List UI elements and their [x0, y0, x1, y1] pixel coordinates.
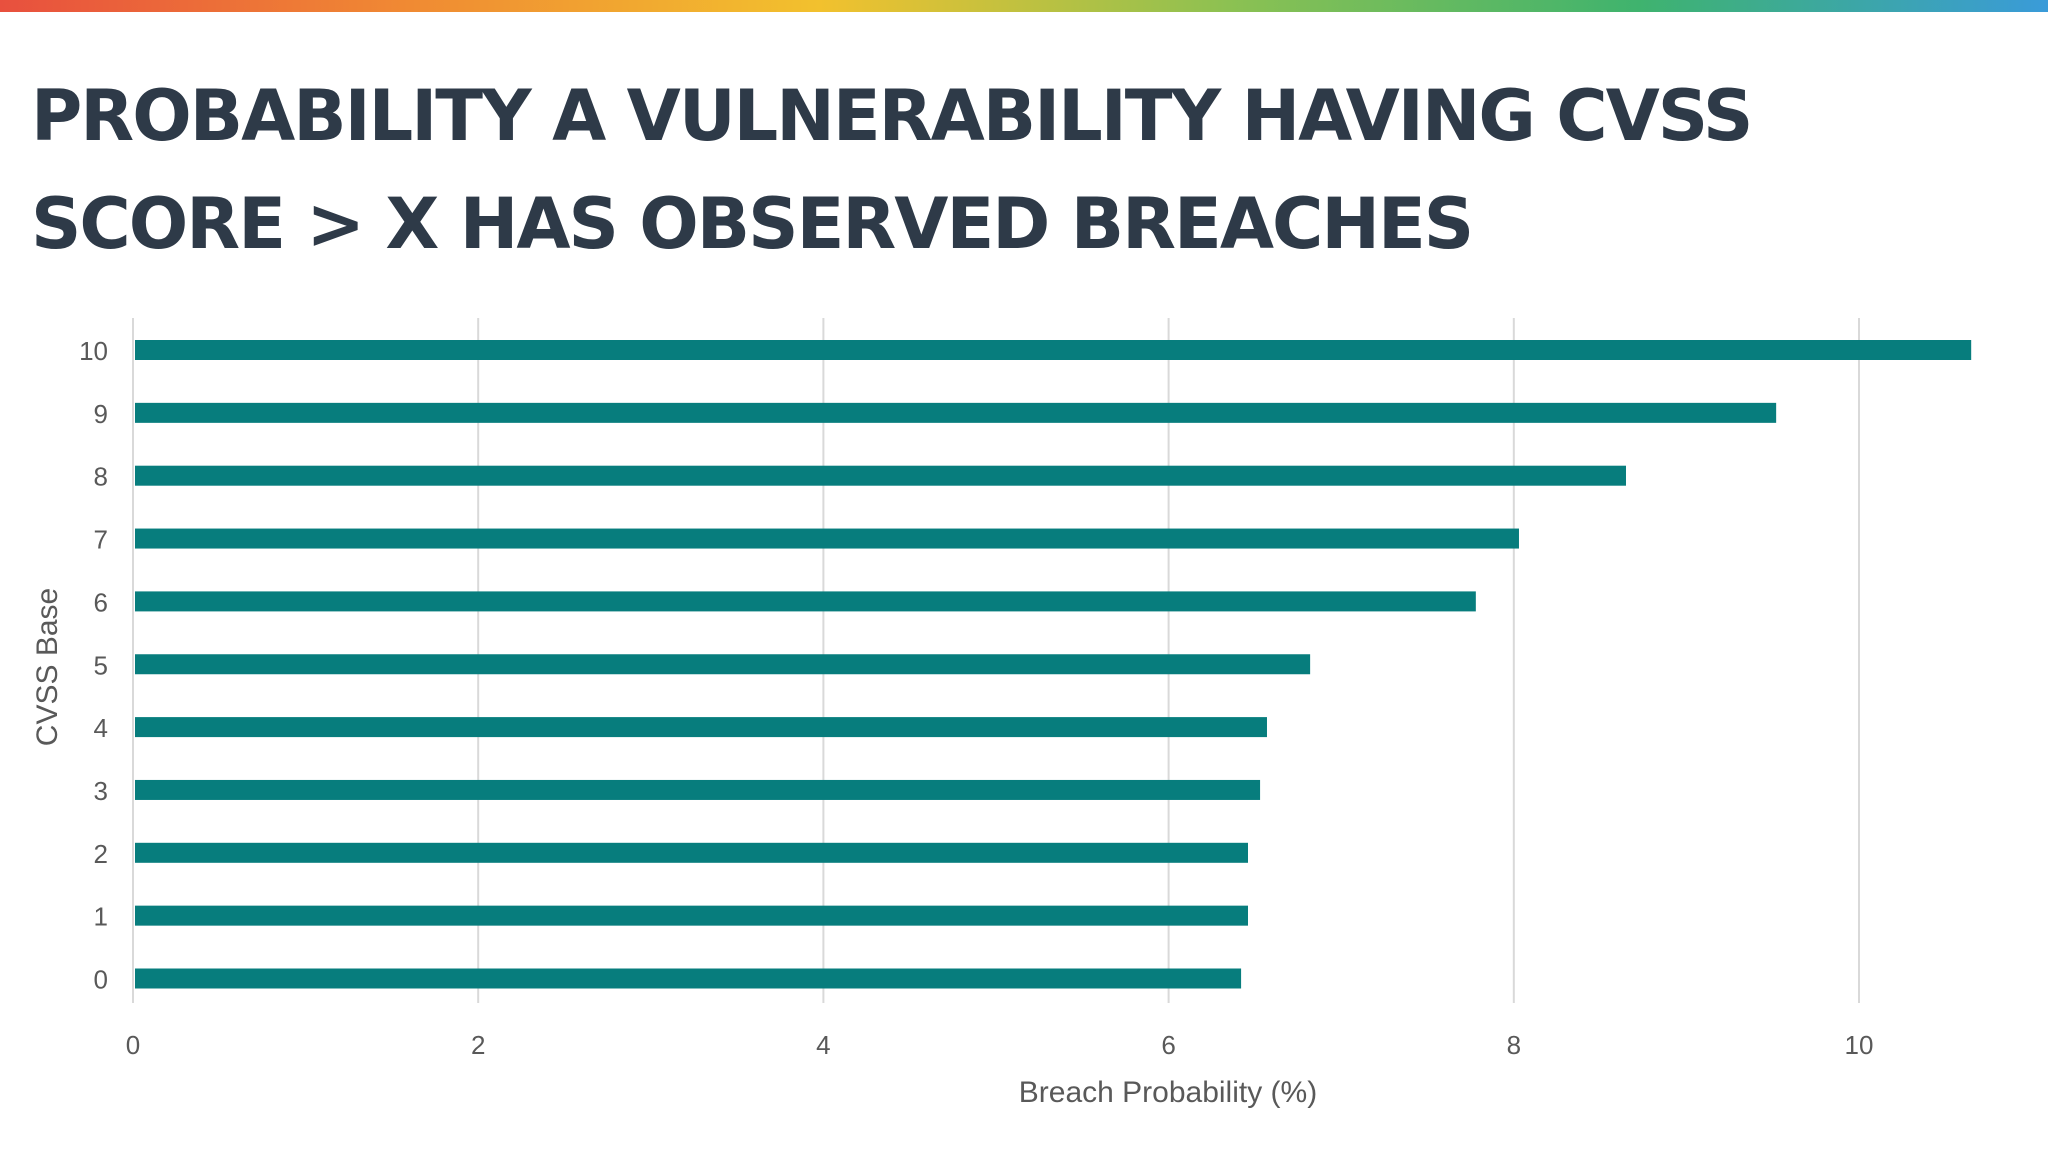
bar-cvss-1: [135, 905, 1248, 926]
y-axis-title: CVSS Base: [31, 588, 64, 746]
x-axis-title: Breach Probability (%): [1019, 1076, 1317, 1109]
y-tick-label-7: 7: [94, 525, 108, 555]
y-tick-label-9: 9: [94, 399, 108, 429]
y-tick-label-5: 5: [94, 650, 108, 680]
bar-cvss-8: [135, 465, 1626, 486]
bar-cvss-0: [135, 968, 1242, 989]
bar-cvss-2: [135, 842, 1248, 863]
y-tick-label-4: 4: [94, 713, 108, 743]
tick-labels: 0 2 4 6 8 10 0 1 2 3 4 5 6 7 8 9 10: [79, 336, 1873, 1060]
y-tick-label-8: 8: [94, 462, 108, 492]
x-tick-label-6: 6: [1161, 1030, 1175, 1060]
bar-cvss-6: [135, 591, 1476, 612]
bars: [135, 340, 1972, 989]
y-tick-label-3: 3: [94, 776, 108, 806]
bar-cvss-3: [135, 779, 1261, 800]
bar-cvss-4: [135, 717, 1267, 738]
bar-cvss-10: [135, 340, 1972, 360]
accent-gradient-bar: [0, 0, 2048, 12]
y-tick-label-10: 10: [79, 336, 108, 366]
bar-cvss-9: [135, 402, 1777, 423]
bar-cvss-7: [135, 528, 1519, 549]
x-tick-label-2: 2: [471, 1030, 485, 1060]
bar-cvss-5: [135, 654, 1311, 675]
x-tick-label-10: 10: [1845, 1030, 1874, 1060]
y-tick-label-1: 1: [94, 902, 108, 932]
y-tick-label-6: 6: [94, 587, 108, 617]
y-tick-label-2: 2: [94, 839, 108, 869]
y-tick-label-0: 0: [94, 965, 108, 995]
x-tick-label-8: 8: [1507, 1030, 1521, 1060]
slide-title: PROBABILITY A VULNERABILITY HAVING CVSS …: [31, 75, 1753, 265]
x-tick-label-0: 0: [126, 1030, 140, 1060]
x-tick-label-4: 4: [816, 1030, 830, 1060]
